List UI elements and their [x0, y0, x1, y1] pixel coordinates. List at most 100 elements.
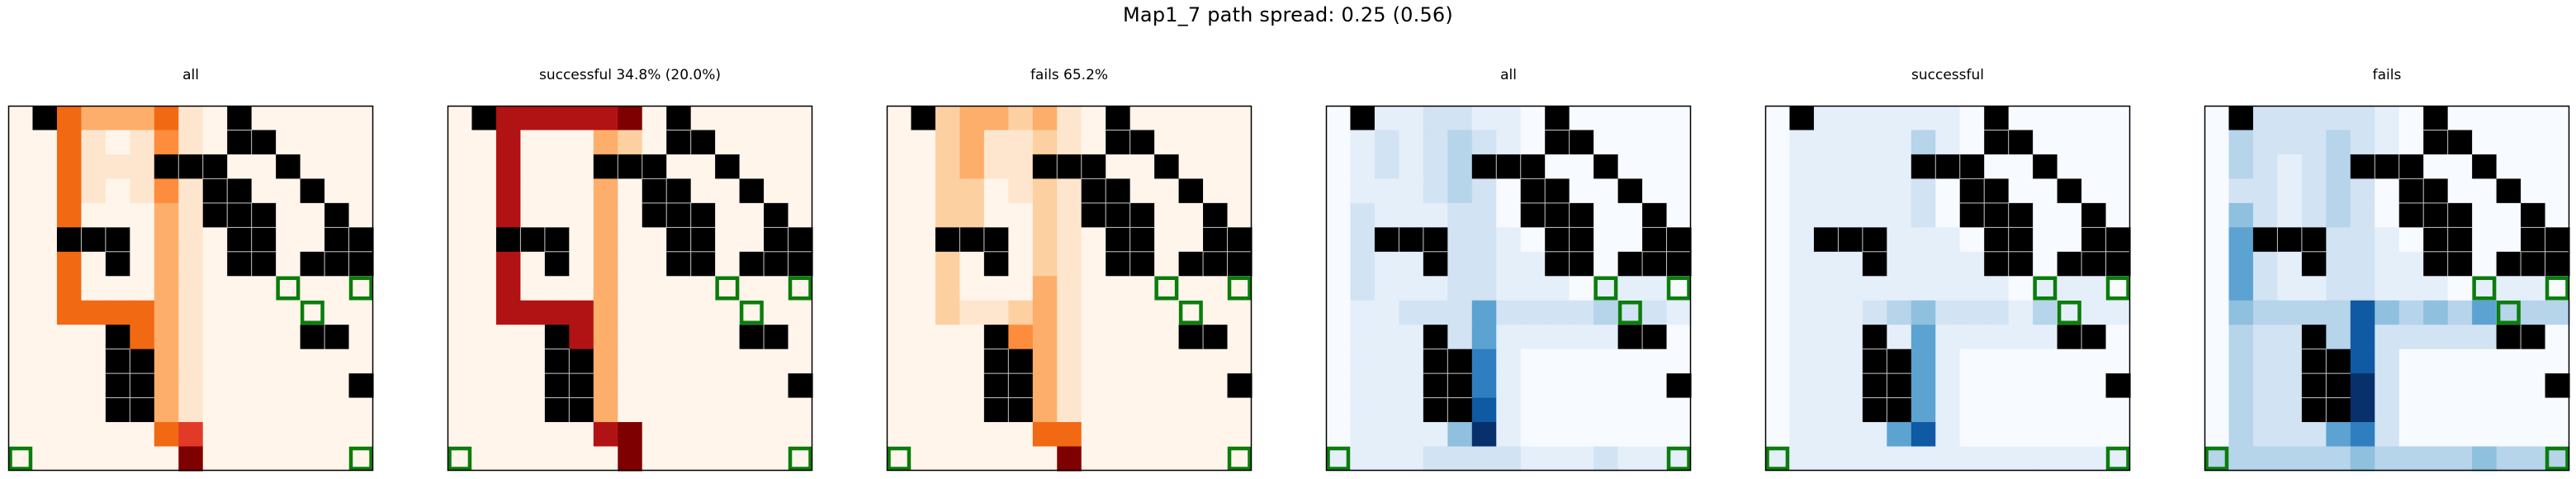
heat-cell	[1008, 227, 1034, 253]
heat-cell	[2423, 349, 2449, 374]
heatmap-grid	[7, 105, 374, 472]
wall-cell	[495, 227, 521, 253]
heat-cell	[739, 422, 765, 448]
heat-cell	[1911, 397, 1936, 423]
wall-cell	[2301, 325, 2327, 350]
target-marker	[2105, 446, 2130, 471]
heat-cell	[300, 227, 325, 253]
heat-cell	[105, 178, 130, 204]
heat-cell	[2350, 178, 2375, 204]
wall-cell	[1617, 325, 1643, 350]
wall-cell	[2228, 106, 2254, 131]
heat-cell	[447, 251, 473, 277]
heat-cell	[1203, 397, 1229, 423]
heat-cell	[2033, 446, 2058, 472]
heat-cell	[1862, 276, 1887, 301]
heat-cell	[935, 300, 960, 325]
heat-cell	[1471, 130, 1497, 155]
heat-cell	[2472, 397, 2498, 423]
heat-cell	[935, 325, 960, 350]
heat-cell	[887, 373, 912, 399]
heat-cell	[1154, 300, 1180, 325]
heat-cell	[887, 325, 912, 350]
heat-cell	[1154, 325, 1180, 350]
heat-cell	[1399, 251, 1424, 277]
heat-cell	[2472, 300, 2498, 325]
heat-cell	[1838, 349, 1863, 374]
heat-cell	[2277, 251, 2303, 277]
heat-cell	[300, 202, 325, 228]
heat-cell	[1520, 446, 1546, 472]
wall-cell	[911, 106, 936, 131]
heat-cell	[81, 106, 107, 131]
heat-cell	[1496, 130, 1522, 155]
wall-cell	[2105, 373, 2131, 399]
heat-cell	[1057, 276, 1082, 301]
heat-cell	[2277, 154, 2303, 179]
heat-cell	[1129, 325, 1155, 350]
heat-cell	[764, 300, 789, 325]
heat-cell	[300, 154, 325, 179]
heat-cell	[520, 422, 546, 448]
heat-cell	[739, 227, 765, 253]
heat-cell	[1593, 397, 1619, 423]
heat-cell	[690, 349, 716, 374]
heat-cell	[2398, 373, 2424, 399]
heat-cell	[32, 178, 58, 204]
heat-cell	[911, 373, 936, 399]
heat-cell	[2057, 397, 2082, 423]
heat-cell	[1838, 422, 1863, 448]
heat-cell	[935, 178, 960, 204]
heat-cell	[2472, 251, 2498, 277]
heat-cell	[8, 397, 34, 423]
heat-cell	[1350, 325, 1376, 350]
heat-cell	[154, 251, 179, 277]
heat-cell	[1642, 154, 1668, 179]
heat-cell	[2008, 106, 2034, 131]
heat-cell	[2472, 227, 2498, 253]
heat-cell	[2081, 446, 2107, 472]
wall-cell	[105, 349, 130, 374]
heat-cell	[2350, 106, 2375, 131]
wall-cell	[764, 202, 789, 228]
heat-cell	[1447, 276, 1473, 301]
heat-cell	[1350, 300, 1376, 325]
heat-cell	[2326, 276, 2351, 301]
heat-cell	[1178, 276, 1204, 301]
heat-cell	[1520, 276, 1546, 301]
wall-cell	[2326, 397, 2351, 423]
heat-cell	[2228, 227, 2254, 253]
heat-cell	[1984, 325, 2010, 350]
wall-cell	[1569, 251, 1594, 277]
heat-cell	[81, 325, 107, 350]
heat-cell	[1765, 251, 1791, 277]
heat-cell	[2252, 349, 2278, 374]
heat-cell	[56, 251, 82, 277]
wall-cell	[1569, 202, 1594, 228]
heat-cell	[447, 276, 473, 301]
wall-cell	[2008, 227, 2034, 253]
wall-cell	[2398, 178, 2424, 204]
target-marker	[1227, 446, 1252, 471]
wall-cell	[1984, 251, 2010, 277]
wall-cell	[1081, 154, 1106, 179]
wall-cell	[1520, 154, 1546, 179]
heat-cell	[2105, 300, 2131, 325]
heat-cell	[1642, 446, 1668, 472]
heat-cell	[1203, 178, 1229, 204]
heat-cell	[1129, 373, 1155, 399]
wall-cell	[2057, 251, 2082, 277]
target-marker	[2057, 300, 2081, 325]
heat-cell	[1057, 446, 1082, 472]
heat-cell	[544, 130, 570, 155]
heat-cell	[1008, 300, 1034, 325]
heat-cell	[1178, 397, 1204, 423]
heat-cell	[1081, 276, 1106, 301]
heat-cell	[715, 349, 741, 374]
heat-cell	[983, 130, 1009, 155]
heat-cell	[1496, 227, 1522, 253]
heat-cell	[2105, 202, 2131, 228]
heat-cell	[569, 227, 594, 253]
heat-cell	[1032, 373, 1058, 399]
wall-cell	[1642, 202, 1668, 228]
